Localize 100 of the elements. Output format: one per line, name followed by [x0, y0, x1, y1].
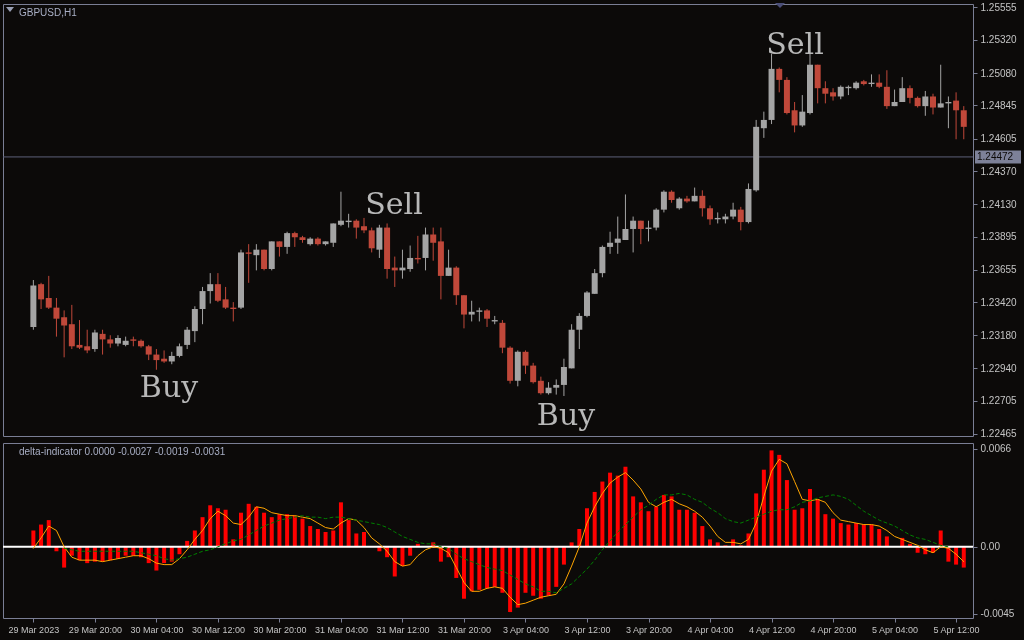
- bar: [761, 469, 766, 547]
- y-tick-label: 1.23420: [980, 296, 1018, 308]
- bar: [792, 509, 797, 547]
- candlestick: [899, 76, 906, 103]
- bar: [646, 511, 651, 547]
- bar: [661, 494, 666, 547]
- bar: [62, 546, 67, 568]
- candlestick: [530, 362, 537, 385]
- bar: [346, 520, 351, 547]
- candlestick: [484, 308, 491, 328]
- bar: [815, 499, 820, 547]
- y-tick-label: 1.24130: [980, 198, 1018, 210]
- bar: [485, 546, 490, 589]
- candlestick: [430, 227, 437, 262]
- x-tick-label: 3 Apr 12:00: [564, 624, 611, 635]
- bar: [546, 546, 551, 596]
- x-tick-label: 4 Apr 20:00: [810, 624, 857, 635]
- bar: [615, 475, 620, 547]
- bar: [838, 523, 843, 547]
- candlestick: [445, 249, 452, 277]
- candlestick: [953, 91, 960, 140]
- candlestick: [214, 272, 221, 303]
- bar: [277, 514, 282, 547]
- bar: [492, 546, 497, 587]
- y-tick-label: 1.22940: [980, 362, 1018, 374]
- bar: [538, 546, 543, 599]
- x-tick-label: 4 Apr 12:00: [749, 624, 796, 635]
- candlestick: [468, 300, 475, 322]
- candlestick: [791, 101, 798, 133]
- bar: [877, 529, 882, 547]
- ref-line-label: 1.24472: [977, 150, 1014, 162]
- bar: [600, 481, 605, 547]
- candlestick: [191, 305, 198, 343]
- bar: [769, 450, 774, 547]
- candlestick: [337, 191, 344, 227]
- bar: [246, 503, 251, 547]
- annotation: Buy: [536, 397, 596, 432]
- bar: [823, 514, 828, 547]
- bar: [631, 496, 636, 547]
- candlestick: [760, 111, 767, 139]
- candlestick: [930, 93, 937, 115]
- candlestick: [91, 329, 98, 353]
- chart-title: GBPUSD,H1: [19, 7, 78, 18]
- bar: [531, 546, 536, 596]
- bar: [300, 518, 305, 547]
- candlestick: [284, 231, 291, 255]
- x-tick-label: 30 Mar 12:00: [191, 624, 245, 635]
- candlestick: [660, 189, 667, 213]
- y-tick-label: 1.22465: [980, 428, 1018, 440]
- candlestick: [45, 275, 52, 310]
- candlestick: [822, 80, 829, 104]
- bar: [846, 524, 851, 547]
- bar: [754, 493, 759, 547]
- candlestick: [253, 243, 260, 271]
- bar: [285, 514, 290, 547]
- x-tick-label: 29 Mar 2023: [8, 624, 60, 635]
- candlestick: [184, 326, 191, 350]
- candlestick: [576, 312, 583, 350]
- candlestick: [607, 231, 614, 255]
- candlestick: [207, 272, 214, 304]
- candlestick: [699, 189, 706, 218]
- candlestick: [314, 236, 321, 247]
- bar: [800, 508, 805, 547]
- bar: [469, 546, 474, 592]
- bar: [269, 517, 274, 547]
- bar: [208, 505, 213, 547]
- bar: [515, 546, 520, 608]
- bar: [677, 509, 682, 547]
- candlestick: [937, 64, 944, 109]
- bar: [654, 506, 659, 547]
- candlestick: [38, 282, 45, 310]
- bar: [354, 533, 359, 547]
- candlestick: [883, 69, 890, 110]
- y-tick-label: 1.23180: [980, 329, 1018, 341]
- y-tick-label: 1.25555: [980, 1, 1018, 13]
- y-tick-label: 1.23895: [980, 231, 1018, 243]
- bar: [477, 546, 482, 590]
- candlestick: [222, 286, 229, 310]
- candlestick: [407, 245, 414, 273]
- bar: [669, 496, 674, 547]
- bar: [223, 509, 228, 547]
- candlestick: [737, 206, 744, 231]
- bar: [592, 491, 597, 547]
- candlestick: [114, 334, 121, 347]
- candlestick: [53, 297, 60, 338]
- bar: [254, 506, 259, 547]
- bar: [692, 512, 697, 547]
- candlestick: [799, 94, 806, 128]
- bar: [508, 546, 513, 613]
- candlestick: [353, 218, 360, 240]
- line-series: [63, 492, 949, 594]
- x-tick-label: 5 Apr 12:00: [933, 624, 980, 635]
- y-tick-label: -0.0045: [980, 608, 1015, 620]
- x-tick-label: 29 Mar 20:00: [68, 624, 122, 635]
- candlestick: [68, 304, 75, 350]
- y-tick-label: 0.0066: [980, 443, 1012, 455]
- candlestick: [922, 90, 929, 117]
- bar: [331, 530, 336, 547]
- candlestick: [199, 286, 206, 325]
- x-tick-label: 30 Mar 20:00: [253, 624, 307, 635]
